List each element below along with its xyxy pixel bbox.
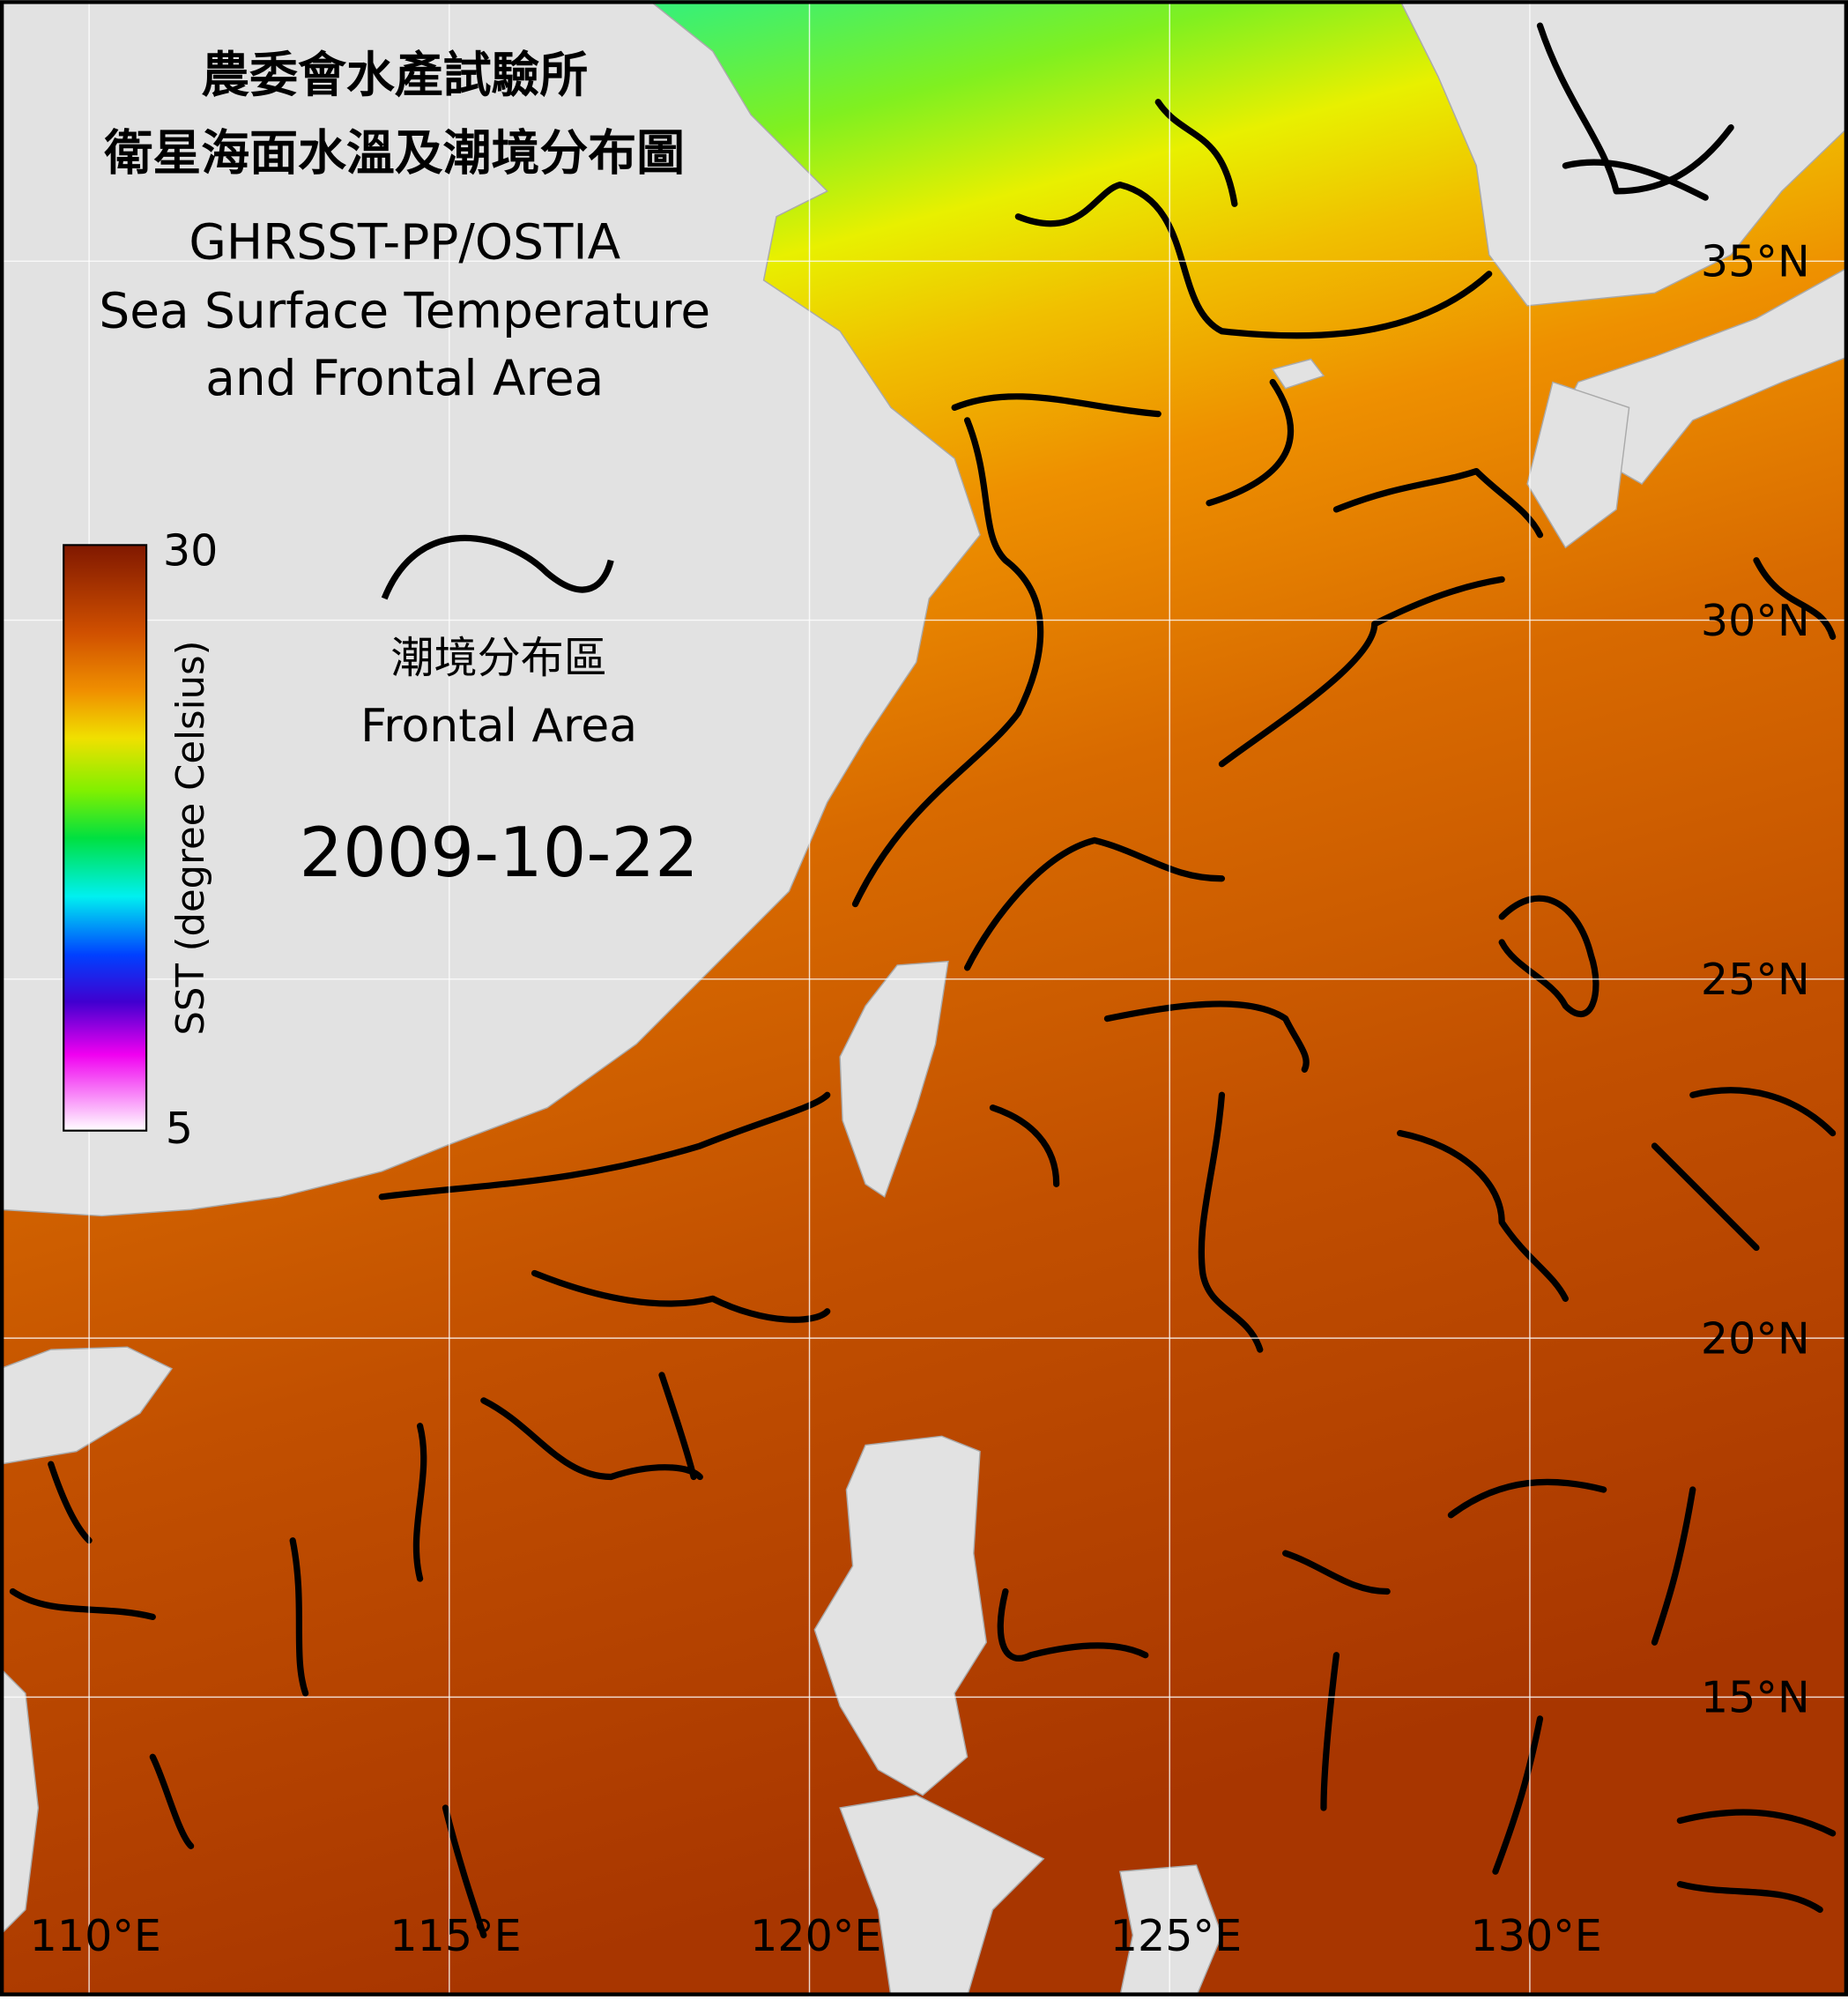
front-line: [1536, 22, 1734, 195]
colorbar-scale: [63, 544, 148, 1132]
front-line: [1651, 1486, 1696, 1646]
front-line: [9, 1587, 156, 1620]
front-line: [1676, 1809, 1837, 1837]
front-line: [1206, 378, 1295, 507]
graticule-labels: 110°E 115°E 120°E 125°E 130°E 35°N 30°N 25°N 20°…: [30, 236, 1810, 1961]
front-line: [1218, 576, 1505, 768]
title-line: 衛星海面水溫及潮境分布圖: [103, 124, 685, 181]
longitude-label: 110°E: [30, 1910, 161, 1961]
frontal-areas: [9, 22, 1837, 1939]
front-line: [1562, 159, 1709, 201]
front-line: [963, 836, 1226, 971]
date: 2009-10-22: [300, 814, 699, 893]
latitude-label: 15°N: [1701, 1672, 1810, 1723]
front-line: [1320, 1652, 1340, 1811]
front-line: [1332, 467, 1544, 539]
front-line: [1154, 99, 1238, 207]
front-line: [658, 1372, 697, 1481]
front-line: [1689, 1087, 1837, 1137]
front-legend-label-zh: 潮境分布區: [390, 632, 606, 683]
taiwan: [839, 960, 949, 1198]
colorbar-title: SST (degree Celsius): [169, 640, 213, 1035]
front-line: [480, 1397, 703, 1481]
front-line: [1492, 1715, 1544, 1875]
title-line: and Frontal Area: [205, 350, 604, 406]
visayas: [839, 1794, 1045, 1997]
title-block: 農委會水產試驗所 衛星海面水溫及潮境分布圖 GHRSST-PP/OSTIA Se…: [99, 47, 710, 406]
longitude-label: 125°E: [1110, 1910, 1242, 1961]
colorbar: 30 5 SST (degree Celsius): [63, 524, 218, 1154]
front-line: [997, 1587, 1149, 1662]
front-line: [378, 1091, 831, 1201]
front-legend: 潮境分布區 Frontal Area: [360, 534, 637, 753]
luzon: [813, 1435, 988, 1796]
front-line: [1753, 557, 1837, 640]
latitude-label: 30°N: [1701, 595, 1810, 646]
front-line: [48, 1461, 93, 1544]
china-coast: [0, 0, 981, 1217]
front-line: [951, 393, 1161, 418]
longitude-label: 120°E: [750, 1910, 881, 1961]
front-line: [412, 1423, 427, 1582]
front-line: [149, 1753, 195, 1849]
colorbar-max-label: 30: [163, 524, 218, 576]
front-line: [851, 417, 1044, 908]
front-line: [531, 1269, 831, 1323]
front-line: [1397, 1129, 1569, 1302]
longitude-label: 130°E: [1471, 1910, 1602, 1961]
kyushu: [1526, 381, 1630, 549]
front-line: [1014, 182, 1493, 339]
front-line: [1676, 1881, 1823, 1914]
colorbar-min-label: 5: [166, 1103, 193, 1154]
latitude-label: 25°N: [1701, 954, 1810, 1005]
front-line: [989, 1104, 1060, 1187]
title-line: GHRSST-PP/OSTIA: [189, 213, 620, 270]
korea: [1399, 0, 1848, 307]
title-line: 農委會水產試驗所: [201, 47, 588, 103]
front-legend-label-en: Frontal Area: [360, 700, 637, 753]
front-line: [1651, 1142, 1760, 1252]
front-line: [1498, 895, 1599, 1018]
longitude-label: 115°E: [390, 1910, 521, 1961]
front-line: [1103, 1000, 1310, 1073]
jeju: [1272, 358, 1325, 390]
front-line: [1282, 1550, 1391, 1595]
front-line: [1198, 1091, 1264, 1353]
indochina: [0, 1667, 40, 1937]
hainan: [0, 1346, 174, 1465]
front-line: [289, 1537, 309, 1697]
front-line: [1447, 1478, 1607, 1519]
latitude-label: 35°N: [1701, 236, 1810, 287]
title-line: Sea Surface Temperature: [99, 282, 710, 338]
front-legend-symbol: [381, 534, 614, 600]
latitude-label: 20°N: [1701, 1312, 1810, 1364]
